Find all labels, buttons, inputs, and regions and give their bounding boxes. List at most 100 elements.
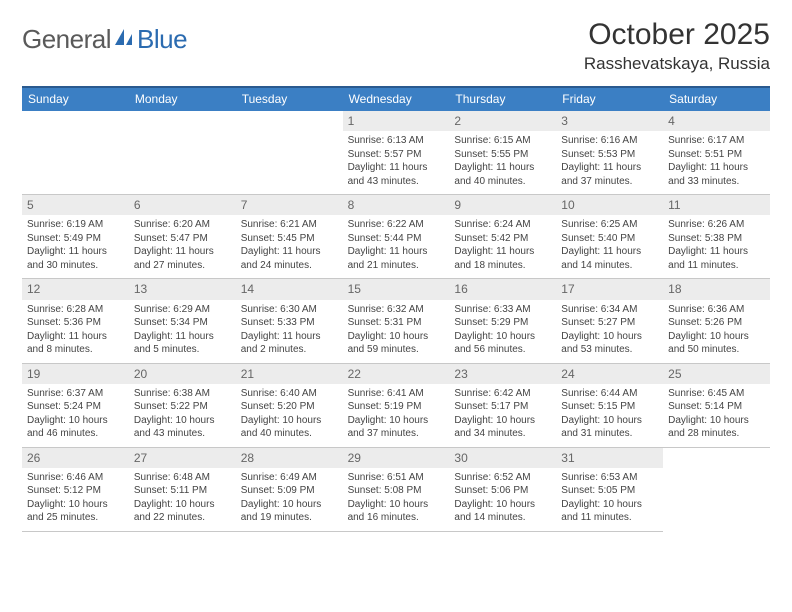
calendar-cell: . (129, 111, 236, 195)
sunset-text: Sunset: 5:17 PM (454, 400, 551, 414)
title-block: October 2025 Rasshevatskaya, Russia (584, 18, 770, 74)
day-number: 29 (343, 448, 450, 468)
calendar-cell: 17 Sunrise: 6:34 AMSunset: 5:27 PMDayligh… (556, 279, 663, 363)
month-title: October 2025 (584, 18, 770, 52)
day-number: 30 (449, 448, 556, 468)
weekday-sunday: Sunday (22, 88, 129, 111)
calendar-cell: 10Sunrise: 6:25 AMSunset: 5:40 PMDayligh… (556, 195, 663, 279)
calendar-cell: 24Sunrise: 6:44 AMSunset: 5:15 PMDayligh… (556, 364, 663, 448)
location-label: Rasshevatskaya, Russia (584, 54, 770, 74)
calendar-weekday-header: Sunday Monday Tuesday Wednesday Thursday… (22, 86, 770, 111)
day-number: 14 (236, 279, 343, 299)
daylight-text: Daylight: 10 hours and 31 minutes. (561, 414, 658, 441)
sunrise-text: Sunrise: 6:48 AM (134, 471, 231, 485)
sunrise-text: Sunrise: 6:52 AM (454, 471, 551, 485)
sunset-text: Sunset: 5:06 PM (454, 484, 551, 498)
calendar-cell: 4Sunrise: 6:17 AMSunset: 5:51 PMDaylight… (663, 111, 770, 195)
day-number: 8 (343, 195, 450, 215)
calendar-cell: 11Sunrise: 6:26 AMSunset: 5:38 PMDayligh… (663, 195, 770, 279)
day-number: 1 (343, 111, 450, 131)
sunrise-text: Sunrise: 6:20 AM (134, 218, 231, 232)
sunset-text: Sunset: 5:14 PM (668, 400, 765, 414)
sunrise-text: Sunrise: 6:16 AM (561, 134, 658, 148)
daylight-text: Daylight: 10 hours and 22 minutes. (134, 498, 231, 525)
calendar-cell: 30Sunrise: 6:52 AMSunset: 5:06 PMDayligh… (449, 448, 556, 532)
sunset-text: Sunset: 5:42 PM (454, 232, 551, 246)
calendar-cell: . (236, 111, 343, 195)
brand-text-2: Blue (137, 24, 187, 55)
daylight-text: Daylight: 11 hours and 11 minutes. (668, 245, 765, 272)
sunrise-text: Sunrise: 6:30 AM (241, 303, 338, 317)
sunrise-text: Sunrise: 6:42 AM (454, 387, 551, 401)
calendar-cell: 3Sunrise: 6:16 AMSunset: 5:53 PMDaylight… (556, 111, 663, 195)
day-number: 20 (129, 364, 236, 384)
sunset-text: Sunset: 5:27 PM (561, 316, 658, 330)
daylight-text: Daylight: 10 hours and 19 minutes. (241, 498, 338, 525)
day-number: 5 (22, 195, 129, 215)
day-number: 12 (22, 279, 129, 299)
daylight-text: Daylight: 10 hours and 56 minutes. (454, 330, 551, 357)
daylight-text: Daylight: 10 hours and 25 minutes. (27, 498, 124, 525)
daylight-text: Daylight: 11 hours and 24 minutes. (241, 245, 338, 272)
sunrise-text: Sunrise: 6:22 AM (348, 218, 445, 232)
daylight-text: Daylight: 10 hours and 59 minutes. (348, 330, 445, 357)
sunset-text: Sunset: 5:31 PM (348, 316, 445, 330)
calendar-cell: 2Sunrise: 6:15 AMSunset: 5:55 PMDaylight… (449, 111, 556, 195)
sunrise-text: Sunrise: 6:32 AM (348, 303, 445, 317)
daylight-text: Daylight: 10 hours and 46 minutes. (27, 414, 124, 441)
day-number: 3 (556, 111, 663, 131)
sunrise-text: Sunrise: 6:37 AM (27, 387, 124, 401)
daylight-text: Daylight: 10 hours and 40 minutes. (241, 414, 338, 441)
sunset-text: Sunset: 5:26 PM (668, 316, 765, 330)
sunset-text: Sunset: 5:19 PM (348, 400, 445, 414)
sunset-text: Sunset: 5:08 PM (348, 484, 445, 498)
weekday-tuesday: Tuesday (236, 88, 343, 111)
daylight-text: Daylight: 10 hours and 53 minutes. (561, 330, 658, 357)
sunset-text: Sunset: 5:09 PM (241, 484, 338, 498)
sunrise-text: Sunrise: 6:41 AM (348, 387, 445, 401)
sunset-text: Sunset: 5:20 PM (241, 400, 338, 414)
sunset-text: Sunset: 5:11 PM (134, 484, 231, 498)
daylight-text: Daylight: 11 hours and 14 minutes. (561, 245, 658, 272)
sunrise-text: Sunrise: 6:46 AM (27, 471, 124, 485)
sunset-text: Sunset: 5:33 PM (241, 316, 338, 330)
calendar-cell: . (22, 111, 129, 195)
sunset-text: Sunset: 5:47 PM (134, 232, 231, 246)
day-number: 17 (556, 279, 663, 299)
day-number: 31 (556, 448, 663, 468)
calendar-cell: 13Sunrise: 6:29 AMSunset: 5:34 PMDayligh… (129, 279, 236, 363)
sunrise-text: Sunrise: 6:28 AM (27, 303, 124, 317)
sunset-text: Sunset: 5:24 PM (27, 400, 124, 414)
calendar-cell: 9Sunrise: 6:24 AMSunset: 5:42 PMDaylight… (449, 195, 556, 279)
daylight-text: Daylight: 11 hours and 21 minutes. (348, 245, 445, 272)
sunset-text: Sunset: 5:36 PM (27, 316, 124, 330)
day-number: 21 (236, 364, 343, 384)
day-number: 6 (129, 195, 236, 215)
calendar-cell: 7Sunrise: 6:21 AMSunset: 5:45 PMDaylight… (236, 195, 343, 279)
day-number: 7 (236, 195, 343, 215)
day-number: 10 (556, 195, 663, 215)
sunset-text: Sunset: 5:53 PM (561, 148, 658, 162)
sunset-text: Sunset: 5:40 PM (561, 232, 658, 246)
day-number: 25 (663, 364, 770, 384)
daylight-text: Daylight: 10 hours and 34 minutes. (454, 414, 551, 441)
calendar-cell: 14 Sunrise: 6:30 AMSunset: 5:33 PMDayligh… (236, 279, 343, 363)
day-number: 4 (663, 111, 770, 131)
weekday-friday: Friday (556, 88, 663, 111)
daylight-text: Daylight: 10 hours and 37 minutes. (348, 414, 445, 441)
day-number: 22 (343, 364, 450, 384)
calendar-cell: 8Sunrise: 6:22 AMSunset: 5:44 PMDaylight… (343, 195, 450, 279)
weekday-saturday: Saturday (663, 88, 770, 111)
calendar-cell: 19Sunrise: 6:37 AMSunset: 5:24 PMDayligh… (22, 364, 129, 448)
sunrise-text: Sunrise: 6:51 AM (348, 471, 445, 485)
brand-sail-icon (113, 27, 135, 52)
day-number: 13 (129, 279, 236, 299)
daylight-text: Daylight: 11 hours and 2 minutes. (241, 330, 338, 357)
sunset-text: Sunset: 5:38 PM (668, 232, 765, 246)
sunrise-text: Sunrise: 6:34 AM (561, 303, 658, 317)
sunrise-text: Sunrise: 6:36 AM (668, 303, 765, 317)
calendar-cell: 26Sunrise: 6:46 AMSunset: 5:12 PMDayligh… (22, 448, 129, 532)
sunrise-text: Sunrise: 6:17 AM (668, 134, 765, 148)
calendar-cell: 6Sunrise: 6:20 AMSunset: 5:47 PMDaylight… (129, 195, 236, 279)
sunrise-text: Sunrise: 6:38 AM (134, 387, 231, 401)
